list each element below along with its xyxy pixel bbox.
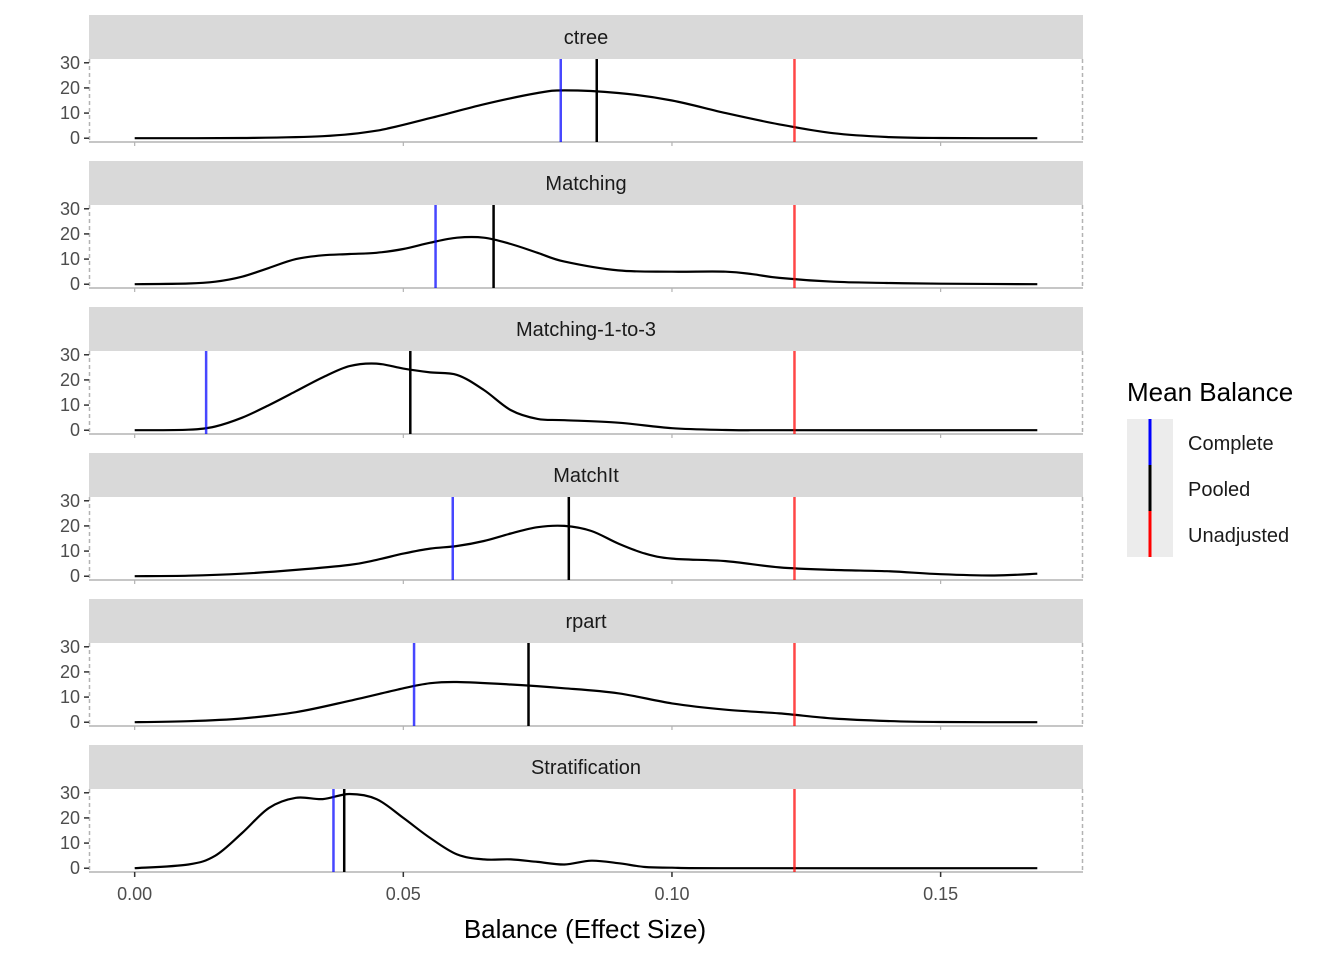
y-tick-label: 10 <box>60 833 80 853</box>
facet-strip <box>89 453 1083 497</box>
y-tick-label: 0 <box>70 858 80 878</box>
y-tick-label: 10 <box>60 249 80 269</box>
legend-label-pooled: Pooled <box>1188 479 1250 501</box>
facet-matchit: MatchIt 0 10 20 30 <box>60 453 1084 586</box>
facet-matching: Matching 0 10 20 30 <box>60 161 1084 294</box>
facet-strip <box>89 599 1083 643</box>
y-tick-label: 20 <box>60 808 80 828</box>
x-tick-label: 0.00 <box>117 884 152 904</box>
y-tick-label: 30 <box>60 199 80 219</box>
y-tick-label: 20 <box>60 78 80 98</box>
y-tick-label: 30 <box>60 783 80 803</box>
facet-stratification: Stratification 0 10 20 30 <box>60 745 1084 878</box>
y-tick-label: 0 <box>70 128 80 148</box>
facet-strip-label: MatchIt <box>553 465 619 487</box>
legend: Mean Balance Complete Pooled Unadjusted <box>1127 377 1293 557</box>
legend-title: Mean Balance <box>1127 377 1293 407</box>
y-tick-label: 0 <box>70 712 80 732</box>
facet-strip-label: Stratification <box>531 757 641 779</box>
x-tick-label: 0.15 <box>923 884 958 904</box>
density-curve <box>134 792 1038 870</box>
facet-rpart: rpart 0 10 20 30 <box>60 599 1084 732</box>
y-tick-label: 20 <box>60 224 80 244</box>
y-tick-label: 0 <box>70 274 80 294</box>
facet-ctree: ctree 0 10 20 30 <box>60 15 1084 148</box>
y-tick-label: 30 <box>60 491 80 511</box>
density-curve <box>134 362 1038 432</box>
legend-label-unadjusted: Unadjusted <box>1188 525 1289 547</box>
density-curve <box>134 680 1038 724</box>
facet-strip-label: ctree <box>564 27 608 49</box>
facet-strip <box>89 15 1083 59</box>
x-tick-label: 0.05 <box>386 884 421 904</box>
y-tick-label: 10 <box>60 395 80 415</box>
y-tick-label: 10 <box>60 103 80 123</box>
y-tick-label: 10 <box>60 541 80 561</box>
y-tick-label: 30 <box>60 637 80 657</box>
density-curve <box>134 524 1038 578</box>
y-tick-label: 10 <box>60 687 80 707</box>
y-tick-label: 0 <box>70 566 80 586</box>
y-tick-label: 20 <box>60 516 80 536</box>
density-curve <box>134 89 1038 140</box>
x-axis: 0.00 0.05 0.10 0.15 <box>117 872 958 904</box>
x-tick-label: 0.10 <box>654 884 689 904</box>
facet-strip-label: Matching <box>545 173 626 195</box>
y-tick-label: 30 <box>60 53 80 73</box>
x-axis-title: Balance (Effect Size) <box>464 914 706 944</box>
facet-strip <box>89 307 1083 351</box>
legend-items: Complete Pooled Unadjusted <box>1148 419 1289 557</box>
facet-matching-1-to-3: Matching-1-to-3 0 10 20 30 <box>60 307 1084 440</box>
facet-panels: ctree0102030Matching0102030Matching-1-to… <box>60 15 1084 878</box>
y-tick-label: 0 <box>70 420 80 440</box>
y-tick-label: 30 <box>60 345 80 365</box>
legend-label-complete: Complete <box>1188 433 1274 455</box>
y-tick-label: 20 <box>60 662 80 682</box>
facet-strip <box>89 161 1083 205</box>
facet-strip-label: rpart <box>565 611 607 633</box>
y-tick-label: 20 <box>60 370 80 390</box>
density-curve <box>134 235 1038 286</box>
facet-strip <box>89 745 1083 789</box>
facet-strip-label: Matching-1-to-3 <box>516 319 656 341</box>
